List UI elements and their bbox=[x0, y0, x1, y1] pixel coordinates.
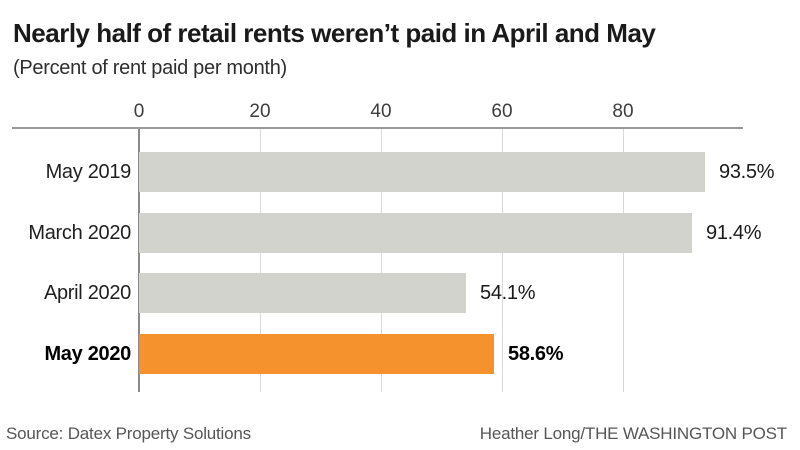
gridline bbox=[381, 129, 382, 392]
credit-note: Heather Long/THE WASHINGTON POST bbox=[479, 424, 787, 443]
gridline bbox=[502, 129, 503, 392]
chart-subtitle: (Percent of rent paid per month) bbox=[13, 57, 287, 79]
value-label: 58.6% bbox=[508, 343, 564, 365]
category-label: May 2020 bbox=[44, 343, 131, 365]
x-tick-label: 40 bbox=[370, 101, 392, 122]
value-label: 91.4% bbox=[706, 222, 762, 244]
bar bbox=[139, 334, 494, 374]
x-tick-label: 0 bbox=[133, 101, 145, 122]
category-label: March 2020 bbox=[28, 222, 131, 244]
source-note: Source: Datex Property Solutions bbox=[6, 424, 251, 443]
bar bbox=[139, 273, 466, 313]
x-tick-label: 80 bbox=[612, 101, 634, 122]
gridline bbox=[260, 129, 261, 392]
bar bbox=[139, 152, 705, 192]
bar bbox=[139, 213, 692, 253]
category-label: May 2019 bbox=[45, 161, 132, 183]
x-tick-label: 60 bbox=[491, 101, 513, 122]
x-axis-line bbox=[12, 127, 743, 129]
value-label: 93.5% bbox=[719, 161, 775, 183]
gridline bbox=[623, 129, 624, 392]
value-label: 54.1% bbox=[480, 282, 536, 304]
category-label: April 2020 bbox=[43, 282, 131, 304]
x-tick-label: 20 bbox=[249, 101, 271, 122]
chart-title: Nearly half of retail rents weren’t paid… bbox=[13, 18, 656, 48]
zero-gridline bbox=[138, 129, 140, 392]
